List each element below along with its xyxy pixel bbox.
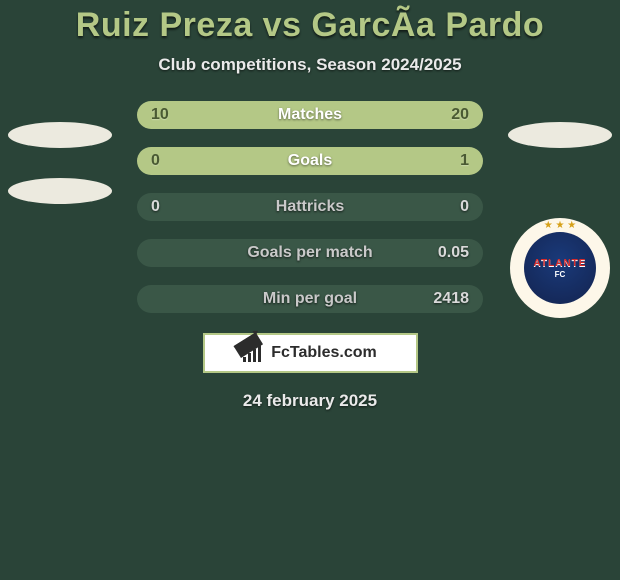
stat-right-value: 1 (460, 152, 469, 170)
stat-label: Goals (288, 152, 332, 170)
stat-left-value: 0 (151, 152, 160, 170)
right-badge-column: ★ ★ ★ ATLANTE FC (500, 122, 620, 318)
club-badge-atlante: ★ ★ ★ ATLANTE FC (510, 218, 610, 318)
stat-label: Matches (278, 106, 342, 124)
stat-label: Hattricks (276, 198, 344, 216)
stat-right-value: 20 (451, 106, 469, 124)
page-title: Ruiz Preza vs GarcÃ­a Pardo (0, 6, 620, 45)
stat-row-min-per-goal: Min per goal 2418 (137, 285, 483, 313)
brand-text: FcTables.com (271, 344, 377, 362)
stat-row-matches: 10 Matches 20 (137, 101, 483, 129)
brand-chart-icon (243, 344, 267, 362)
stat-right-value: 2418 (433, 290, 469, 308)
stat-row-goals: 0 Goals 1 (137, 147, 483, 175)
left-badge-placeholder-1 (8, 122, 112, 148)
right-badge-placeholder (508, 122, 612, 148)
stat-right-value: 0 (460, 198, 469, 216)
club-name: ATLANTE (534, 258, 587, 269)
stat-label: Min per goal (263, 290, 357, 308)
stat-row-goals-per-match: Goals per match 0.05 (137, 239, 483, 267)
stat-label: Goals per match (247, 244, 372, 262)
brand-link[interactable]: FcTables.com (203, 333, 418, 373)
club-sub: FC (555, 270, 566, 279)
club-badge-inner: ATLANTE FC (524, 232, 596, 304)
club-stars-icon: ★ ★ ★ (510, 220, 610, 231)
date-label: 24 february 2025 (0, 391, 620, 411)
stat-left-value: 10 (151, 106, 169, 124)
stats-table: 10 Matches 20 0 Goals 1 0 Hattricks 0 Go… (137, 101, 483, 313)
stat-right-value: 0.05 (438, 244, 469, 262)
left-badge-placeholder-2 (8, 178, 112, 204)
stat-left-value: 0 (151, 198, 160, 216)
stat-row-hattricks: 0 Hattricks 0 (137, 193, 483, 221)
page-subtitle: Club competitions, Season 2024/2025 (0, 55, 620, 75)
left-badge-column (0, 122, 120, 204)
